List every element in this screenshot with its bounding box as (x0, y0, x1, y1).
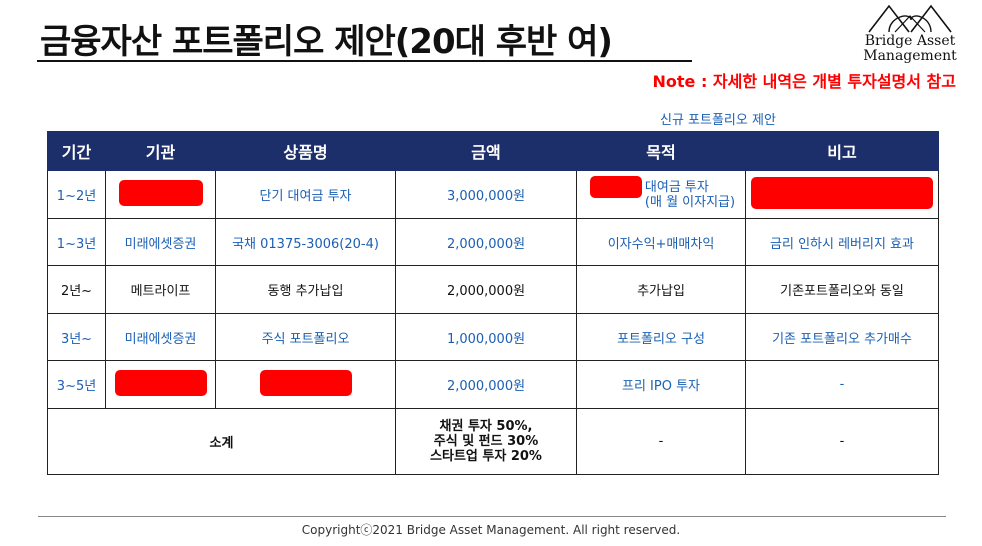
column-header: 상품명 (215, 131, 396, 171)
column-header: 금액 (395, 131, 577, 171)
table-row: 3~5년 2,000,000원 프리 IPO 투자 - (47, 360, 939, 409)
remark-cell: 금리 인하시 레버리지 효과 (745, 218, 939, 266)
remark-cell: - (745, 360, 939, 409)
institution-cell (105, 170, 216, 219)
subtotal-row: 소계 채권 투자 50%, 주식 및 펀드 30% 스타트업 투자 20% - … (47, 408, 939, 475)
logo-text-line1: Bridge Asset (864, 33, 956, 49)
redaction-box (259, 369, 352, 396)
copyright-footer: Copyrightⓒ2021 Bridge Asset Management. … (301, 523, 681, 537)
subtotal-allocation: 채권 투자 50%, 주식 및 펀드 30% 스타트업 투자 20% (395, 408, 577, 475)
remark-cell: 기존 포트폴리오 추가매수 (745, 313, 939, 361)
amount-cell: 1,000,000원 (395, 313, 577, 361)
column-header: 목적 (576, 131, 746, 171)
amount-cell: 2,000,000원 (395, 218, 577, 266)
redaction-box (114, 369, 207, 396)
period-cell: 1~2년 (47, 170, 106, 219)
table-caption: 신규 포트폴리오 제안 (660, 113, 776, 128)
product-cell (215, 360, 396, 409)
title-underline (37, 60, 692, 62)
remark-cell: - (745, 408, 939, 475)
amount-cell: 3,000,000원 (395, 170, 577, 219)
note-text: Note : 자세한 내역은 개별 투자설명서 참고 (652, 72, 956, 91)
product-cell: 동행 추가납입 (215, 265, 396, 314)
page-title: 금융자산 포트폴리오 제안(20대 후반 여) (40, 22, 613, 62)
institution-cell: 미래에셋증권 (105, 218, 216, 266)
logo-mark-icon (868, 4, 952, 33)
purpose-line1: 대여금 투자 (644, 179, 709, 195)
redaction-box (751, 176, 933, 209)
redaction-box (118, 179, 203, 206)
subtotal-label: 소계 (47, 408, 396, 475)
logo-text-line2: Management (863, 48, 957, 64)
purpose-line2: (매 월 이자지급) (644, 194, 736, 210)
product-cell: 단기 대여금 투자 (215, 170, 396, 219)
table-row: 2년~ 메트라이프 동행 추가납입 2,000,000원 추가납입 기존포트폴리… (47, 265, 939, 314)
allocation-line: 스타트업 투자 20% (430, 449, 542, 464)
purpose-cell: 추가납입 (576, 265, 746, 314)
table-row: 3년~ 미래에셋증권 주식 포트폴리오 1,000,000원 포트폴리오 구성 … (47, 313, 939, 361)
product-cell: 국채 01375-3006(20-4) (215, 218, 396, 266)
table-row: 1~2년 단기 대여금 투자 3,000,000원 대여금 투자 (매 월 이자… (47, 170, 939, 219)
allocation-line: 주식 및 펀드 30% (433, 434, 539, 449)
amount-cell: 2,000,000원 (395, 360, 577, 409)
amount-cell: 2,000,000원 (395, 265, 577, 314)
footer-divider (38, 516, 946, 517)
period-cell: 3년~ (47, 313, 106, 361)
purpose-cell: 포트폴리오 구성 (576, 313, 746, 361)
portfolio-table: 기간 기관 상품명 금액 목적 비고 1~2년 단기 대여금 투자 3,000,… (47, 131, 939, 475)
remark-cell: 기존포트폴리오와 동일 (745, 265, 939, 314)
period-cell: 3~5년 (47, 360, 106, 409)
remark-cell (745, 170, 939, 219)
institution-cell (105, 360, 216, 409)
period-cell: 2년~ (47, 265, 106, 314)
purpose-cell: 프리 IPO 투자 (576, 360, 746, 409)
period-cell: 1~3년 (47, 218, 106, 266)
redaction-box (589, 175, 642, 198)
purpose-cell: 이자수익+매매차익 (576, 218, 746, 266)
column-header: 기관 (105, 131, 216, 171)
allocation-line: 채권 투자 50%, (439, 419, 533, 434)
company-logo: Bridge Asset Management (860, 2, 960, 66)
purpose-cell: 대여금 투자 (매 월 이자지급) (576, 170, 746, 219)
institution-cell: 미래에셋증권 (105, 313, 216, 361)
column-header: 비고 (745, 131, 939, 171)
table-header-row: 기간 기관 상품명 금액 목적 비고 (47, 131, 939, 171)
institution-cell: 메트라이프 (105, 265, 216, 314)
product-cell: 주식 포트폴리오 (215, 313, 396, 361)
column-header: 기간 (47, 131, 106, 171)
table-row: 1~3년 미래에셋증권 국채 01375-3006(20-4) 2,000,00… (47, 218, 939, 266)
purpose-cell: - (576, 408, 746, 475)
